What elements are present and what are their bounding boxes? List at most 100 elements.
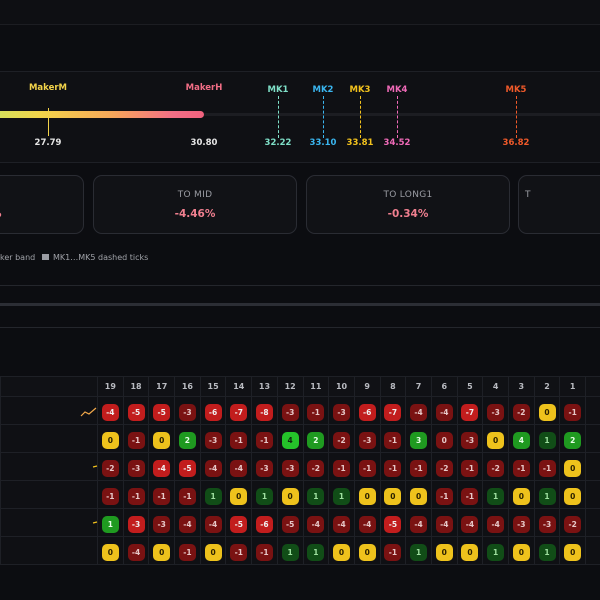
score-badge: -5 [178,460,196,477]
table-cell: 0 [508,480,535,509]
table-cell: -2 [430,452,458,481]
legend-item-maker-band: ker band [0,253,35,262]
table-cell: -1 [122,424,150,453]
score-badge: 4 [281,432,299,449]
stat-card-partial-right: T [518,175,600,234]
score-badge: -4 [307,516,325,533]
table-cell: -4 [225,452,253,481]
table-cell: 0 [430,536,458,565]
table-cell: 1 [533,480,561,509]
table-cell: -6 [199,396,227,425]
stat-card-partial: % [0,175,84,234]
sparkline-icon [92,521,98,524]
column-header: 15 [199,376,227,397]
score-badge: 0 [204,544,222,561]
score-badge: -3 [255,460,273,477]
table-cell: -5 [148,396,176,425]
row-label-header [0,376,98,397]
score-badge: -5 [153,404,171,421]
table-header-row: 19 18 17 16 15 14 13 12 11 10 9 8 7 6 5 4 3 2 1 [0,376,600,397]
top-bar [0,0,600,25]
score-badge: -4 [127,544,145,561]
table-cell: 1 [405,536,432,565]
score-badge: 0 [512,488,530,505]
table-cell: 0 [508,536,535,565]
score-badge: -2 [512,404,530,421]
table-cell: -4 [430,508,458,537]
table-cell: -4 [302,508,330,537]
score-badge: 0 [435,432,453,449]
score-badge: 2 [178,432,196,449]
table-cell: 2 [174,424,201,453]
scroll-thumb[interactable] [0,303,600,306]
score-badge: -1 [230,432,248,449]
score-badge: 2 [307,432,325,449]
score-badge: -3 [358,432,376,449]
score-badge: -3 [153,516,171,533]
table-cell: -3 [508,508,535,537]
score-badge: -1 [384,544,402,561]
table-cell: 0 [559,536,587,565]
column-header: 3 [508,376,535,397]
score-badge: -1 [435,488,453,505]
table-cell: -7 [456,396,484,425]
table-cell: -1 [225,424,253,453]
table-cell: -4 [199,508,227,537]
table-cell: -3 [482,396,509,425]
table-row: -2 -3 -4 -5 -4 -4 -3 -3 -2 -1 -1 -1 -1 -2 -1 -2 -1 -1 0 [0,452,600,481]
table-cell: -3 [122,452,150,481]
score-badge: -1 [564,404,582,421]
row-label-cell [0,508,98,537]
score-badge: 1 [101,516,119,533]
table-cell: -1 [456,480,484,509]
score-badge: -3 [333,404,351,421]
score-badge: 1 [538,488,556,505]
score-badge: 0 [461,544,479,561]
table-cell: 1 [302,536,330,565]
table-cell: 1 [276,536,304,565]
marker-value-mk3: 33.81 [346,138,374,148]
heatmap-table: 19 18 17 16 15 14 13 12 11 10 9 8 7 6 5 4 3 2 1 -4 -5 -5 -3 -6… [0,376,600,565]
score-badge: -2 [101,460,119,477]
score-badge: 4 [512,432,530,449]
column-header: 17 [148,376,176,397]
scroll-track[interactable] [0,303,600,306]
column-header: 12 [276,376,304,397]
score-badge: -7 [461,404,479,421]
score-badge: -3 [178,404,196,421]
marker-label-mk1: MK1 [267,85,289,95]
table-cell: 0 [482,424,509,453]
table-cell: -1 [225,536,253,565]
column-header: 7 [405,376,432,397]
table-cell: -1 [379,536,407,565]
table-cell-overflow [585,536,600,565]
score-badge: 0 [564,488,582,505]
table-cell: -2 [482,452,509,481]
table-cell: -4 [148,452,176,481]
table-cell: 2 [559,424,587,453]
table-cell: -2 [97,452,124,481]
score-badge: -4 [487,516,505,533]
score-badge: 0 [564,544,582,561]
stat-card-title: TO MID [177,190,213,200]
marker-label-mk3: MK3 [349,85,371,95]
column-header: 13 [251,376,278,397]
table-cell: -6 [353,396,381,425]
table-cell: -1 [379,452,407,481]
table-cell: -1 [353,452,381,481]
table-cell: -1 [508,452,535,481]
score-badge: -3 [281,460,299,477]
row-label-cell [0,424,98,453]
score-badge: -1 [358,460,376,477]
row-label-cell [0,396,98,425]
score-badge: -2 [333,432,351,449]
score-badge: -1 [384,432,402,449]
table-cell: 0 [97,424,124,453]
score-badge: -5 [127,404,145,421]
table-cell-overflow [585,508,600,537]
table-cell: -1 [430,480,458,509]
sparkline-icon [80,407,97,417]
score-badge: -3 [204,432,222,449]
score-badge: 1 [410,544,428,561]
column-header: 14 [225,376,253,397]
